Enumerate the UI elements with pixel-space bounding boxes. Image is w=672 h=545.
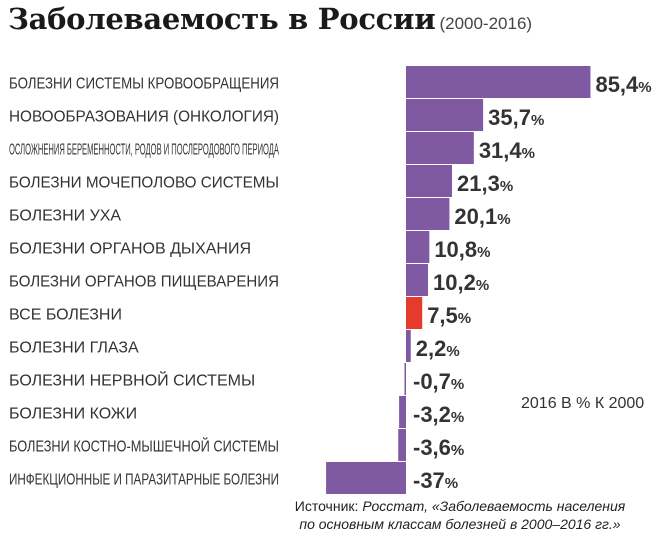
bar [406, 297, 423, 329]
value-label: 10,8% [434, 237, 490, 262]
chart-title: Заболеваемость в России [8, 2, 436, 36]
bar [406, 231, 430, 263]
value-label: -3,2% [413, 402, 464, 427]
category-label: БОЛЕЗНИ ОРГАНОВ ДЫХАНИЯ [9, 241, 251, 258]
category-label: БОЛЕЗНИ СИСТЕМЫ КРОВООБРАЩЕНИЯ [9, 76, 279, 93]
bar [406, 264, 429, 296]
category-label: БОЛЕЗНИ ГЛАЗА [9, 340, 139, 357]
value-label: 7,5% [427, 303, 471, 328]
bar [404, 363, 406, 395]
category-label: БОЛЕЗНИ УХА [9, 208, 121, 225]
value-label: 21,3% [457, 171, 513, 196]
category-label: ВСЕ БОЛЕЗНИ [9, 307, 122, 324]
source-line-1: Росстат, «Заболеваемость населения [362, 498, 626, 514]
value-label: 31,4% [479, 138, 535, 163]
bar [406, 99, 484, 131]
category-label: БОЛЕЗНИ КОЖИ [9, 406, 137, 423]
category-label: БОЛЕЗНИ НЕРВНОЙ СИСТЕМЫ [9, 371, 255, 390]
chart-subtitle: (2000-2016) [439, 14, 533, 33]
chart-title-block: Заболеваемость в России (2000-2016) [8, 2, 532, 36]
value-label: 2,2% [416, 336, 460, 361]
category-label: ИНФЕКЦИОННЫЕ И ПАРАЗИТАРНЫЕ БОЛЕЗНИ [9, 472, 279, 489]
value-label: -3,6% [413, 435, 464, 460]
value-label: -0,7% [413, 369, 464, 394]
value-label: 85,4% [595, 72, 651, 97]
category-label: БОЛЕЗНИ КОСТНО-МЫШЕЧНОЙ СИСТЕМЫ [9, 437, 279, 456]
bar [406, 198, 450, 230]
value-label: 35,7% [488, 105, 544, 130]
bar [406, 330, 411, 362]
category-label: НОВООБРАЗОВАНИЯ (ОНКОЛОГИЯ) [9, 109, 279, 126]
bar [398, 429, 406, 461]
bar [406, 165, 453, 197]
category-label: ОСЛОЖНЕНИЯ БЕРЕМЕННОСТИ, РОДОВ И ПОСЛЕРО… [9, 142, 279, 159]
value-label: 20,1% [454, 204, 510, 229]
axis-note: 2016 В % К 2000 [521, 395, 645, 412]
source-note: Источник: Росстат, «Заболеваемость насел… [270, 497, 650, 533]
bar [326, 462, 406, 494]
category-label: БОЛЕЗНИ ОРГАНОВ ПИЩЕВАРЕНИЯ [9, 274, 279, 291]
bar [406, 132, 474, 164]
value-label: 10,2% [433, 270, 489, 295]
bar [399, 396, 406, 428]
value-label: -37% [413, 468, 458, 493]
source-label: Источник: [294, 498, 359, 514]
source-line-2: по основным классам болезней в 2000–2016… [299, 516, 621, 532]
bar [406, 66, 591, 98]
category-label: БОЛЕЗНИ МОЧЕПОЛОВО СИСТЕМЫ [9, 175, 279, 192]
